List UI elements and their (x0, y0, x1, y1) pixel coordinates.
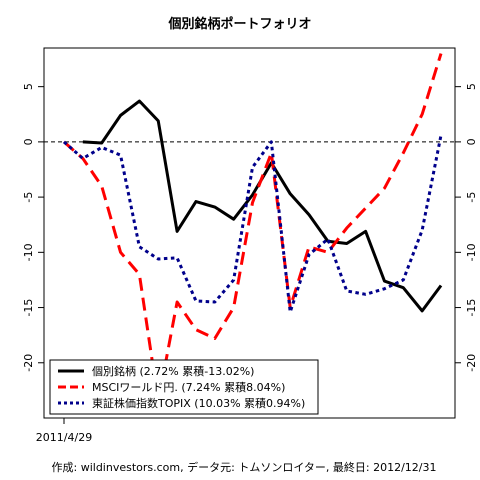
y-tick-label-left: 5 (22, 83, 35, 90)
chart-footer-credit: 作成: wildinvestors.com, データ元: トムソンロイター, 最… (52, 460, 437, 474)
plot-area: 5 0 -5 -10 -15 -20 5 0 -5 -10 -15 -20 2011/4/29 (22, 47, 478, 444)
x-axis: 2011/4/29 (36, 418, 92, 444)
series-line-3 (63, 134, 443, 314)
y-tick-label-left: 0 (22, 138, 35, 145)
series-line-2 (63, 53, 443, 403)
y-tick-label-right: -15 (465, 299, 478, 317)
x-tick-label-start: 2011/4/29 (36, 431, 92, 444)
y-axis-right: 5 0 -5 -10 -15 -20 (455, 83, 478, 372)
series-group (63, 53, 443, 403)
y-tick-label-right: -20 (465, 354, 478, 372)
y-axis-left: 5 0 -5 -10 -15 -20 (22, 83, 44, 372)
legend-box (49, 359, 319, 415)
y-tick-label-right: -10 (465, 243, 478, 261)
plot-frame (43, 47, 456, 419)
y-tick-label-left: -5 (22, 192, 35, 203)
y-tick-label-right: 5 (465, 83, 478, 90)
legend-label-1: 個別銘柄 (2.72% 累積-13.02%) (92, 364, 254, 378)
y-tick-label-left: -10 (22, 243, 35, 261)
y-tick-label-right: -5 (465, 192, 478, 203)
legend-label-3: 東証株価指数TOPIX (10.03% 累積0.94%) (92, 396, 305, 410)
legend: 個別銘柄 (2.72% 累積-13.02%) MSCIワールド円. (7.24% … (49, 359, 319, 415)
legend-items: 個別銘柄 (2.72% 累積-13.02%) MSCIワールド円. (7.24% … (58, 364, 305, 410)
chart-title: 個別銘柄ポートフォリオ (167, 16, 311, 32)
y-tick-label-right: 0 (465, 138, 478, 145)
y-tick-label-left: -20 (22, 354, 35, 372)
y-tick-label-left: -15 (22, 299, 35, 317)
legend-label-2: MSCIワールド円. (7.24% 累積8.04%) (92, 380, 285, 394)
